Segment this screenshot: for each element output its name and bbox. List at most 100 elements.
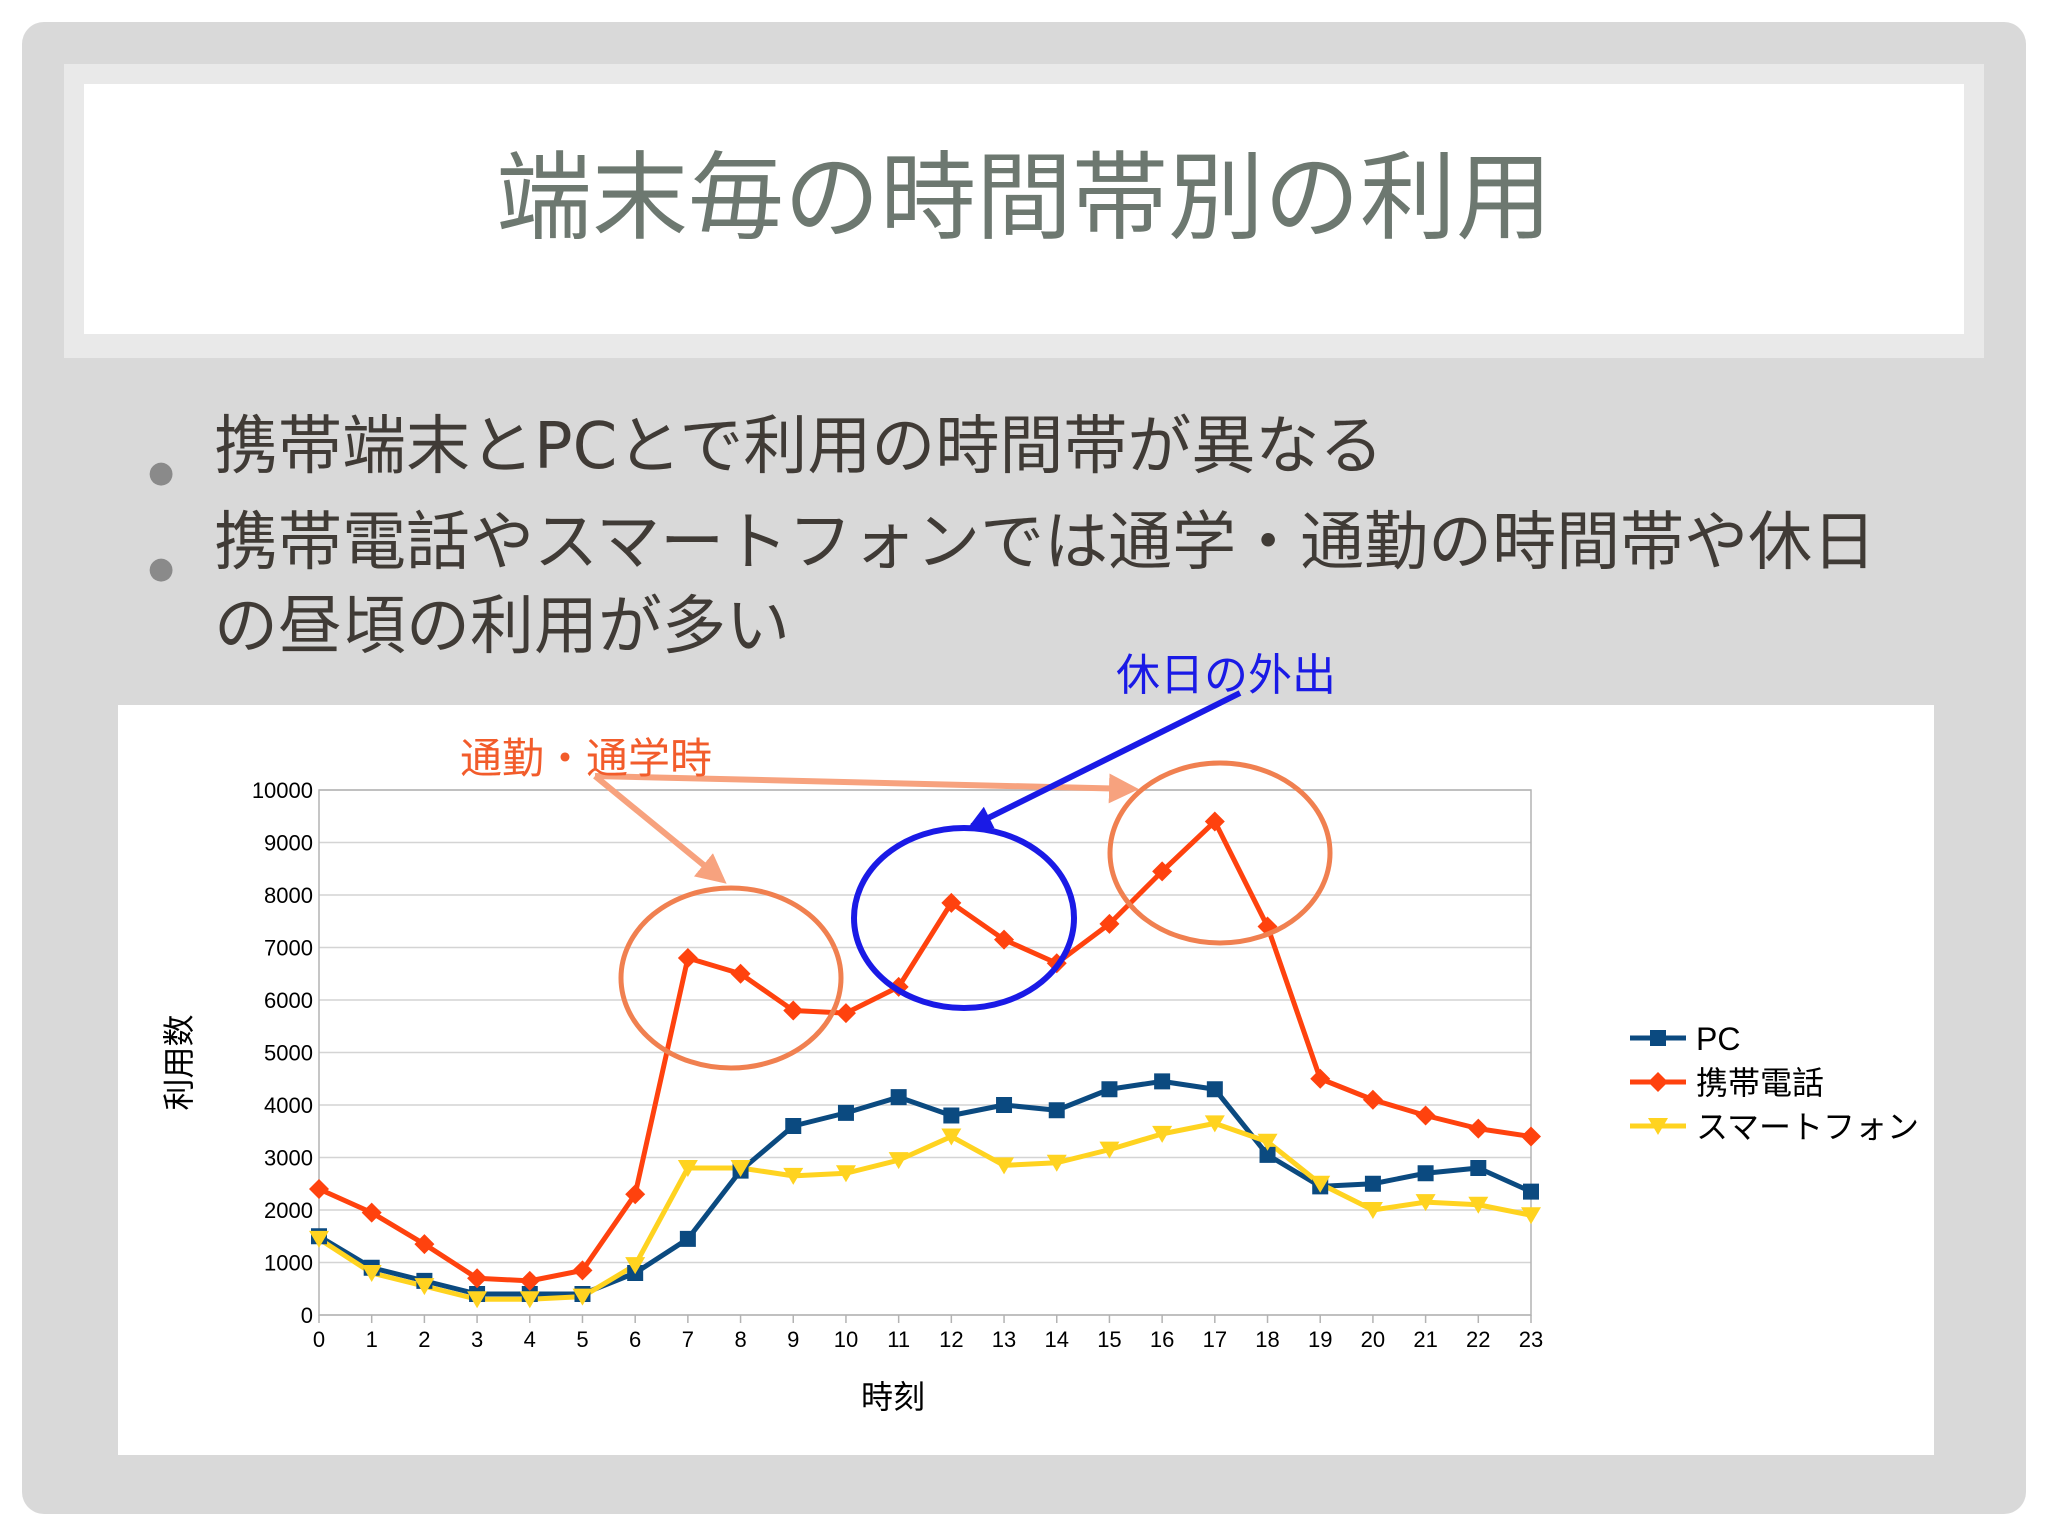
series-line: [317, 1120, 1532, 1302]
data-point: [730, 963, 751, 984]
legend-label: スマートフォン: [1696, 1109, 1919, 1145]
data-point: [1362, 1202, 1383, 1219]
y-tick-label: 7000: [264, 936, 313, 961]
x-tick-label: 9: [787, 1327, 799, 1352]
data-point: [1046, 1154, 1067, 1172]
bullet-text: 携帯電話やスマートフォンでは通学・通勤の時間帯や休日の昼頃の利用が多い: [214, 506, 1877, 664]
data-point: [361, 1265, 382, 1282]
data-point: [625, 1184, 646, 1205]
data-point: [994, 1157, 1015, 1175]
x-tick-label: 5: [576, 1327, 588, 1352]
data-point: [1257, 1133, 1278, 1151]
data-point: [679, 1230, 696, 1247]
data-point: [309, 1179, 329, 1199]
data-point: [1204, 811, 1225, 832]
annotations: 通勤・通学時 休日の外出: [460, 651, 1336, 1071]
data-point: [943, 1107, 960, 1124]
y-tick-label: 5000: [264, 1041, 313, 1066]
commute-arrow-to-morning: [593, 773, 727, 884]
commute-evening-ellipse: [1107, 760, 1333, 946]
data-point: [1470, 1160, 1487, 1176]
x-tick-label: 16: [1150, 1327, 1174, 1352]
x-tick-label: 1: [366, 1327, 378, 1352]
x-tick-label: 3: [471, 1327, 483, 1352]
x-tick-label: 13: [992, 1327, 1016, 1352]
data-point: [1101, 1081, 1118, 1098]
x-tick-label: 8: [734, 1327, 746, 1352]
data-point: [1362, 1089, 1383, 1110]
y-tick-label: 0: [301, 1303, 313, 1328]
data-point: [309, 1230, 329, 1248]
data-point: [888, 1152, 909, 1170]
legend-swatch-marker: [1650, 1030, 1666, 1046]
legend-swatch-marker: [1648, 1118, 1668, 1135]
series-markers: [309, 811, 1541, 1309]
data-point: [1259, 1146, 1276, 1163]
data-point: [785, 1118, 802, 1134]
data-point: [783, 1167, 804, 1185]
data-point: [572, 1260, 593, 1281]
y-axis-title: 利用数: [161, 1014, 197, 1110]
y-tick-label: 1000: [264, 1251, 313, 1276]
series-lines: [317, 819, 1533, 1302]
data-point: [1523, 1183, 1539, 1200]
y-tick-label: 6000: [264, 988, 313, 1013]
bullet-item: ● 携帯端末とPCとで利用の時間帯が異なる: [140, 405, 1940, 490]
data-point: [730, 1160, 751, 1177]
data-point: [1468, 1118, 1489, 1139]
x-tick-label: 2: [418, 1327, 430, 1352]
data-point: [1521, 1207, 1541, 1225]
x-tick-label: 11: [887, 1327, 910, 1352]
bullet-item: ● 携帯電話やスマートフォンでは通学・通勤の時間帯や休日の昼頃の利用が多い: [140, 501, 1940, 669]
x-tick-label: 23: [1519, 1327, 1543, 1352]
axes: 0100020003000400050006000700080009000100…: [161, 778, 1543, 1415]
x-tick-label: 19: [1308, 1327, 1332, 1352]
data-point: [467, 1291, 488, 1309]
data-point: [1415, 1194, 1436, 1212]
data-point: [941, 1128, 962, 1146]
x-tick-label: 18: [1255, 1327, 1279, 1352]
x-tick-label: 20: [1361, 1327, 1385, 1352]
y-tick-label: 3000: [264, 1146, 313, 1171]
y-tick-label: 9000: [264, 831, 313, 856]
data-point: [414, 1234, 435, 1255]
data-point: [677, 948, 698, 968]
data-point: [625, 1257, 646, 1275]
data-point: [1204, 1115, 1225, 1133]
bullet-dot-icon: ●: [148, 455, 175, 490]
data-point: [677, 1160, 698, 1177]
data-point: [519, 1291, 540, 1309]
data-point: [1521, 1126, 1541, 1147]
x-tick-label: 22: [1466, 1327, 1490, 1352]
legend-label: 携帯電話: [1696, 1065, 1824, 1101]
data-point: [1206, 1081, 1223, 1098]
data-point: [1468, 1196, 1489, 1214]
data-point: [1310, 1175, 1331, 1193]
data-point: [1048, 1102, 1065, 1119]
data-point: [941, 892, 962, 913]
x-tick-label: 6: [629, 1327, 641, 1352]
legend-label: PC: [1696, 1021, 1740, 1057]
x-tick-label: 17: [1203, 1327, 1227, 1352]
x-axis-title: 時刻: [861, 1379, 925, 1415]
data-point: [996, 1097, 1013, 1113]
commute-label: 通勤・通学時: [460, 735, 712, 782]
plot-border: [318, 789, 1532, 1316]
bullet-dot-icon: ●: [148, 551, 175, 586]
commute-arrow-to-evening: [594, 773, 1139, 804]
data-point: [994, 929, 1015, 950]
data-point: [835, 1003, 856, 1024]
title-box: [84, 84, 1964, 334]
series-line: [317, 819, 1532, 1284]
legend-swatch-marker: [1648, 1072, 1668, 1092]
data-point: [783, 1000, 804, 1021]
holiday-label: 休日の外出: [1116, 651, 1336, 700]
x-tick-label: 4: [524, 1327, 536, 1352]
bullet-list: ● 携帯端末とPCとで利用の時間帯が異なる ● 携帯電話やスマートフォンでは通学…: [140, 405, 1940, 681]
x-tick-label: 10: [834, 1327, 858, 1352]
commute-morning-ellipse: [618, 885, 844, 1071]
data-point: [414, 1278, 435, 1296]
data-point: [837, 1104, 854, 1121]
